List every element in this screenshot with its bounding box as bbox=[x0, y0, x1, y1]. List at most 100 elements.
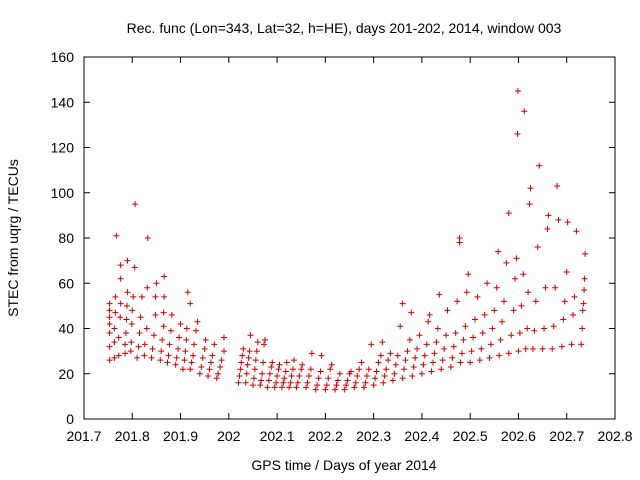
data-point bbox=[141, 341, 148, 348]
data-point bbox=[259, 370, 266, 377]
data-point bbox=[529, 345, 536, 352]
data-point bbox=[205, 373, 212, 380]
data-point bbox=[274, 373, 281, 380]
data-point bbox=[579, 325, 586, 332]
data-point bbox=[172, 361, 179, 368]
data-point bbox=[132, 201, 139, 208]
data-point bbox=[484, 280, 491, 287]
data-point bbox=[560, 316, 567, 323]
data-point bbox=[438, 366, 445, 373]
data-point bbox=[143, 325, 150, 332]
data-point bbox=[287, 379, 294, 386]
data-point bbox=[281, 375, 288, 382]
data-point bbox=[130, 293, 137, 300]
data-point bbox=[134, 354, 141, 361]
data-point bbox=[568, 341, 575, 348]
data-point bbox=[192, 327, 199, 334]
data-point bbox=[500, 298, 507, 305]
data-point bbox=[352, 379, 359, 386]
data-point bbox=[554, 182, 561, 189]
data-point bbox=[555, 216, 562, 223]
data-point bbox=[558, 343, 565, 350]
data-point bbox=[377, 352, 384, 359]
data-point bbox=[275, 366, 282, 373]
data-point bbox=[416, 332, 423, 339]
data-point bbox=[489, 325, 496, 332]
data-point bbox=[343, 382, 350, 389]
data-point bbox=[531, 327, 538, 334]
data-point bbox=[486, 354, 493, 361]
data-point bbox=[542, 284, 549, 291]
data-point bbox=[187, 300, 194, 307]
data-point bbox=[124, 289, 131, 296]
data-point bbox=[220, 334, 227, 341]
x-axis-label: GPS time / Days of year 2014 bbox=[251, 457, 436, 473]
data-point bbox=[148, 354, 155, 361]
data-point bbox=[283, 359, 290, 366]
data-point bbox=[144, 235, 151, 241]
data-point bbox=[496, 352, 503, 359]
y-tick-label: 120 bbox=[51, 140, 75, 156]
data-point bbox=[513, 255, 520, 262]
data-point bbox=[314, 382, 321, 389]
data-point bbox=[433, 339, 440, 346]
data-point bbox=[336, 370, 343, 377]
data-point bbox=[152, 311, 159, 318]
data-point bbox=[425, 318, 432, 325]
data-point bbox=[426, 311, 433, 318]
data-point bbox=[347, 368, 354, 375]
data-point bbox=[578, 341, 585, 348]
data-point bbox=[123, 302, 130, 309]
data-point bbox=[157, 357, 164, 364]
data-point bbox=[179, 366, 186, 373]
data-point bbox=[550, 323, 557, 330]
x-tick-label: 202 bbox=[217, 428, 241, 444]
data-point bbox=[202, 336, 209, 343]
data-point bbox=[260, 359, 267, 366]
data-point bbox=[106, 330, 113, 337]
data-point bbox=[183, 325, 190, 332]
data-point bbox=[474, 293, 481, 300]
data-point bbox=[161, 273, 168, 280]
data-point bbox=[117, 300, 124, 307]
data-point bbox=[561, 298, 568, 305]
data-point bbox=[271, 384, 278, 391]
data-point bbox=[117, 275, 124, 282]
data-point bbox=[269, 359, 276, 366]
data-point bbox=[238, 359, 245, 366]
data-point bbox=[315, 375, 322, 382]
data-point bbox=[423, 341, 430, 348]
data-point bbox=[307, 366, 314, 373]
data-point bbox=[454, 298, 461, 305]
data-point bbox=[246, 348, 253, 355]
data-point bbox=[449, 354, 456, 361]
plot-frame bbox=[83, 56, 616, 420]
data-point bbox=[207, 359, 214, 366]
data-point bbox=[412, 354, 419, 361]
data-point bbox=[250, 375, 257, 382]
data-point bbox=[106, 314, 113, 321]
data-point bbox=[365, 366, 372, 373]
data-point bbox=[463, 289, 470, 296]
axis-ticks: 201.7 201.8 201.9 202 202.1 202.2 202.3 202.4 20… bbox=[51, 49, 633, 444]
data-point bbox=[153, 280, 160, 287]
data-point bbox=[582, 250, 589, 257]
data-point bbox=[512, 275, 519, 282]
data-point bbox=[468, 348, 475, 355]
x-tick-label: 201.7 bbox=[66, 428, 101, 444]
data-point bbox=[152, 293, 159, 300]
data-point bbox=[510, 307, 517, 314]
x-tick-label: 201.9 bbox=[163, 428, 198, 444]
data-point bbox=[354, 373, 361, 380]
data-point bbox=[385, 357, 392, 364]
data-point bbox=[387, 350, 394, 357]
data-point bbox=[397, 323, 404, 330]
data-point bbox=[290, 357, 297, 364]
data-point bbox=[206, 366, 213, 373]
data-point bbox=[391, 370, 398, 377]
data-point bbox=[539, 345, 546, 352]
data-point bbox=[518, 302, 525, 309]
data-point bbox=[328, 361, 335, 368]
data-point bbox=[439, 357, 446, 364]
